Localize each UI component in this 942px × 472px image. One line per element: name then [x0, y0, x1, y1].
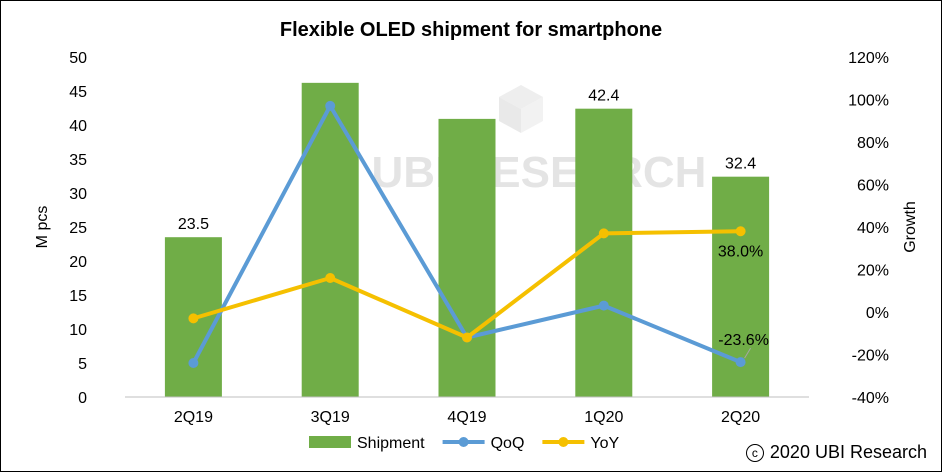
x-tick-label: 2Q19 — [174, 409, 213, 426]
y2-tick-label: 100% — [848, 93, 889, 110]
y-tick-label: 20 — [69, 254, 87, 271]
y2-tick-label: 60% — [857, 178, 889, 195]
y2-tick-label: 80% — [857, 135, 889, 152]
axes: 0 5 10 15 20 25 30 35 40 45 50 -40% -20% 0% 20% 40% 60% 8… — [34, 50, 919, 426]
watermark-cube-right — [521, 97, 543, 133]
y-tick-label: 15 — [69, 288, 87, 305]
y-tick-label: 45 — [69, 84, 87, 101]
data-label: -23.6% — [718, 332, 769, 349]
y2-tick-label: 20% — [857, 263, 889, 280]
legend: Shipment QoQ YoY — [309, 435, 619, 452]
point-qoq — [735, 357, 746, 368]
legend-marker-yoy — [558, 437, 569, 447]
legend-label-shipment: Shipment — [357, 435, 425, 452]
y-tick-label: 0 — [78, 390, 87, 407]
point-yoy — [598, 228, 609, 239]
y2-tick-label: -40% — [852, 390, 889, 407]
watermark-cube-top — [499, 85, 543, 109]
point-qoq — [598, 300, 609, 311]
x-tick-label: 3Q19 — [311, 409, 350, 426]
legend-label-qoq: QoQ — [491, 435, 525, 452]
leader-line — [744, 347, 752, 359]
lines — [188, 100, 746, 368]
data-label: 32.4 — [725, 156, 756, 173]
y2-tick-label: 40% — [857, 220, 889, 237]
y2-axis-label: Growth — [902, 201, 919, 253]
point-yoy — [188, 313, 199, 324]
copyright-icon: c — [745, 444, 764, 462]
y-tick-label: 35 — [69, 152, 87, 169]
point-yoy — [735, 226, 746, 237]
y-tick-label: 50 — [69, 50, 87, 67]
point-yoy — [325, 273, 336, 283]
data-label: 23.5 — [178, 216, 209, 233]
point-qoq — [188, 358, 199, 368]
y2-tick-label: 0% — [866, 305, 889, 322]
legend-marker-qoq — [458, 437, 469, 447]
y-axis-label: M pcs — [34, 206, 51, 249]
y-tick-label: 10 — [69, 322, 87, 339]
data-label: 42.4 — [588, 88, 619, 105]
bars — [164, 82, 770, 398]
y-tick-label: 5 — [78, 356, 87, 373]
y2-tick-label: -20% — [852, 348, 889, 365]
watermark-text: UBI RESEARCH — [372, 148, 707, 197]
data-labels: 23.5 42.4 32.4 38.0% -23.6% — [178, 88, 769, 359]
data-label: 38.0% — [718, 243, 763, 260]
y-tick-label: 25 — [69, 220, 87, 237]
y-tick-label: 30 — [69, 186, 87, 203]
bar-3Q19 — [301, 82, 359, 397]
x-tick-label: 1Q20 — [584, 409, 623, 426]
watermark-cube-icon — [499, 85, 543, 133]
watermark: UBI RESEARCH — [372, 85, 707, 197]
bar-4Q19 — [438, 118, 496, 397]
watermark-cube-left — [499, 97, 521, 133]
y2-tick-label: 120% — [848, 50, 889, 67]
y-tick-label: 40 — [69, 118, 87, 135]
point-yoy — [462, 332, 472, 343]
bar-1Q20 — [575, 108, 633, 398]
legend-label-yoy: YoY — [590, 435, 619, 452]
copyright-notice: c 2020 UBI Research — [745, 442, 927, 463]
x-tick-label: 4Q19 — [447, 409, 486, 426]
chart-title: Flexible OLED shipment for smartphone — [279, 19, 663, 41]
copyright-text: 2020 UBI Research — [769, 442, 927, 462]
legend-swatch-shipment — [309, 436, 351, 448]
x-tick-label: 2Q20 — [721, 409, 760, 426]
point-qoq — [325, 100, 336, 111]
